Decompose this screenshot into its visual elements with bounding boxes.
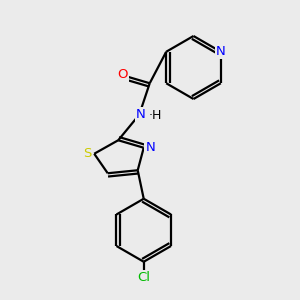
- Text: Cl: Cl: [137, 271, 150, 284]
- Text: S: S: [83, 147, 92, 160]
- Text: O: O: [118, 68, 128, 81]
- Text: ·H: ·H: [148, 109, 161, 122]
- Text: N: N: [136, 108, 146, 121]
- Text: N: N: [216, 45, 226, 58]
- Text: N: N: [146, 141, 155, 154]
